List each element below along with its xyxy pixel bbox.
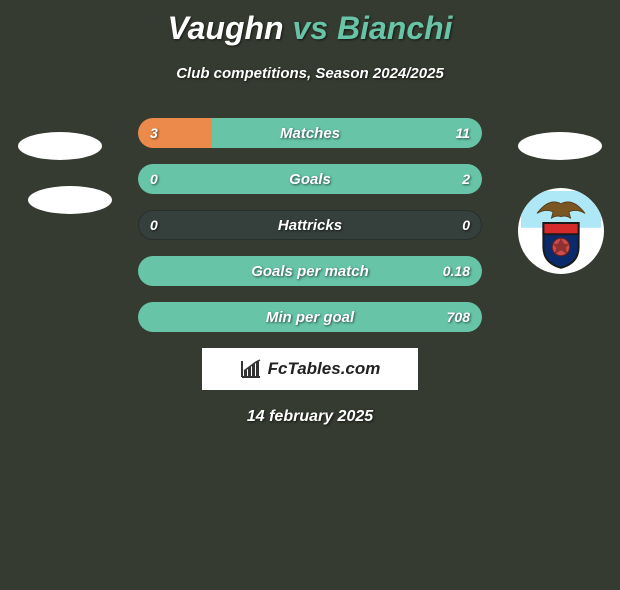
stat-row: Min per goal708 <box>138 302 482 332</box>
comparison-title: Vaughn vs Bianchi <box>0 10 620 47</box>
watermark-text: FcTables.com <box>268 359 381 379</box>
stat-value-left: 0 <box>150 210 158 240</box>
stat-value-right: 0 <box>462 210 470 240</box>
stat-label: Goals <box>138 164 482 194</box>
stats-area: Matches311Goals02Hattricks00Goals per ma… <box>0 118 620 332</box>
stat-row: Goals0 2 <box>138 164 482 194</box>
date: 14 february 2025 <box>0 408 620 426</box>
player-left-name: Vaughn <box>167 10 283 46</box>
player-right-name: Bianchi <box>337 10 453 46</box>
stat-value-right: 708 <box>447 302 470 332</box>
stat-row: Goals per match0.18 <box>138 256 482 286</box>
bar-chart-icon <box>240 359 262 379</box>
stat-label: Matches <box>138 118 482 148</box>
stat-row: Hattricks0 0 <box>138 210 482 240</box>
stat-label: Goals per match <box>138 256 482 286</box>
stat-value-left: 3 <box>150 118 158 148</box>
stat-value-left: 0 <box>150 164 158 194</box>
stat-row: Matches3 11 <box>138 118 482 148</box>
stat-label: Hattricks <box>138 210 482 240</box>
stat-value-right: 2 <box>462 164 470 194</box>
stat-value-right: 11 <box>455 118 470 148</box>
vs-text: vs <box>292 10 328 46</box>
subtitle: Club competitions, Season 2024/2025 <box>0 65 620 82</box>
stat-value-right: 0.18 <box>443 256 470 286</box>
stat-label: Min per goal <box>138 302 482 332</box>
watermark: FcTables.com <box>202 348 418 390</box>
